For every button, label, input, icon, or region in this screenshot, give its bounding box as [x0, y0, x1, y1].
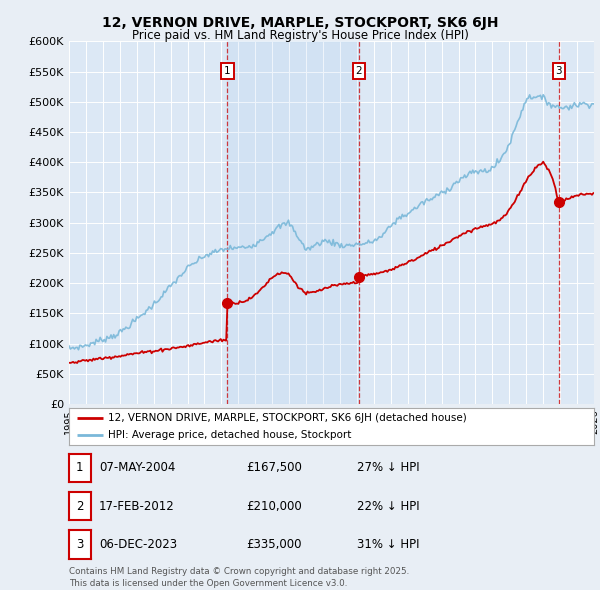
Text: 3: 3 — [556, 66, 562, 76]
Text: £210,000: £210,000 — [246, 500, 302, 513]
Text: 2: 2 — [356, 66, 362, 76]
Text: 06-DEC-2023: 06-DEC-2023 — [99, 538, 177, 551]
Text: £335,000: £335,000 — [246, 538, 302, 551]
Text: 1: 1 — [224, 66, 230, 76]
Text: 27% ↓ HPI: 27% ↓ HPI — [357, 461, 419, 474]
Text: Price paid vs. HM Land Registry's House Price Index (HPI): Price paid vs. HM Land Registry's House … — [131, 29, 469, 42]
Text: 12, VERNON DRIVE, MARPLE, STOCKPORT, SK6 6JH (detached house): 12, VERNON DRIVE, MARPLE, STOCKPORT, SK6… — [109, 414, 467, 423]
Text: 3: 3 — [76, 538, 83, 551]
Text: Contains HM Land Registry data © Crown copyright and database right 2025.
This d: Contains HM Land Registry data © Crown c… — [69, 567, 409, 588]
Text: 1: 1 — [76, 461, 83, 474]
Text: HPI: Average price, detached house, Stockport: HPI: Average price, detached house, Stoc… — [109, 431, 352, 440]
Bar — [227, 41, 359, 404]
Text: 07-MAY-2004: 07-MAY-2004 — [99, 461, 175, 474]
Text: £167,500: £167,500 — [246, 461, 302, 474]
Text: 31% ↓ HPI: 31% ↓ HPI — [357, 538, 419, 551]
Text: 17-FEB-2012: 17-FEB-2012 — [99, 500, 175, 513]
Text: 12, VERNON DRIVE, MARPLE, STOCKPORT, SK6 6JH: 12, VERNON DRIVE, MARPLE, STOCKPORT, SK6… — [102, 16, 498, 30]
Text: 22% ↓ HPI: 22% ↓ HPI — [357, 500, 419, 513]
Text: 2: 2 — [76, 500, 83, 513]
